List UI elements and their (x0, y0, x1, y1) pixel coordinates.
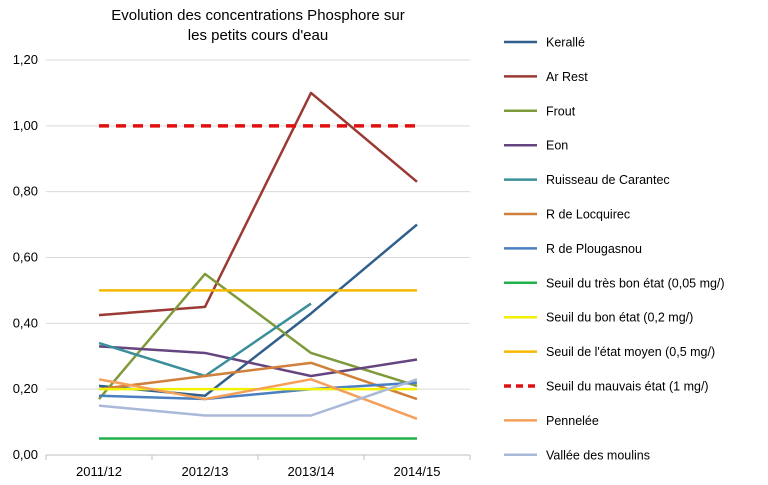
series-line (98, 345, 418, 378)
series-line (98, 378, 418, 417)
legend-label: Seuil de l'état moyen (0,5 mg/) (546, 345, 715, 359)
legend-label: Seuil du mauvais état (1 mg/) (546, 380, 709, 394)
legend-label: Seuil du très bon état (0,05 mg/) (546, 276, 725, 290)
series-line (98, 361, 418, 401)
legend-label: Kerallé (546, 36, 585, 50)
legend-label: Eon (546, 139, 568, 153)
series-line (98, 302, 312, 378)
series-line (98, 272, 418, 400)
x-tick-label: 2014/15 (394, 464, 441, 479)
y-tick-label: 0,20 (13, 381, 38, 396)
legend: Kerallé Ar Rest Frout Eon Ruisseau de Carant… (504, 36, 725, 462)
legend-label: R de Plougasnou (546, 242, 642, 256)
series-line (98, 223, 418, 397)
series-line (98, 381, 418, 401)
x-tick-label: 2013/14 (288, 464, 335, 479)
legend-label: Pennelée (546, 414, 599, 428)
legend-label: Frout (546, 104, 576, 118)
y-tick-label: 1,20 (13, 52, 38, 67)
legend-label: R de Locquirec (546, 208, 630, 222)
legend-label: Seuil du bon état (0,2 mg/) (546, 311, 693, 325)
y-tick-label: 0,00 (13, 447, 38, 462)
chart-title-line: les petits cours d'eau (188, 27, 328, 44)
y-tick-label: 0,60 (13, 250, 38, 265)
plot-area (98, 91, 418, 440)
x-tick-label: 2012/13 (182, 464, 229, 479)
legend-label: Ar Rest (546, 70, 588, 84)
y-tick-label: 1,00 (13, 118, 38, 133)
y-tick-label: 0,80 (13, 184, 38, 199)
y-tick-label: 0,40 (13, 315, 38, 330)
legend-label: Ruisseau de Carantec (546, 173, 670, 187)
x-tick-label: 2011/12 (76, 464, 122, 479)
series-line (98, 91, 418, 317)
x-axis: 2011/12 2012/13 2013/14 2014/15 (45, 454, 471, 479)
legend-label: Vallée des moulins (546, 448, 650, 462)
y-axis: 0,00 0,20 0,40 0,60 0,80 1,00 1,20 (13, 52, 38, 462)
chart-title-line: Evolution des concentrations Phosphore s… (111, 7, 405, 24)
chart-title: Evolution des concentrations Phosphore s… (111, 7, 405, 44)
series-line (98, 378, 418, 420)
